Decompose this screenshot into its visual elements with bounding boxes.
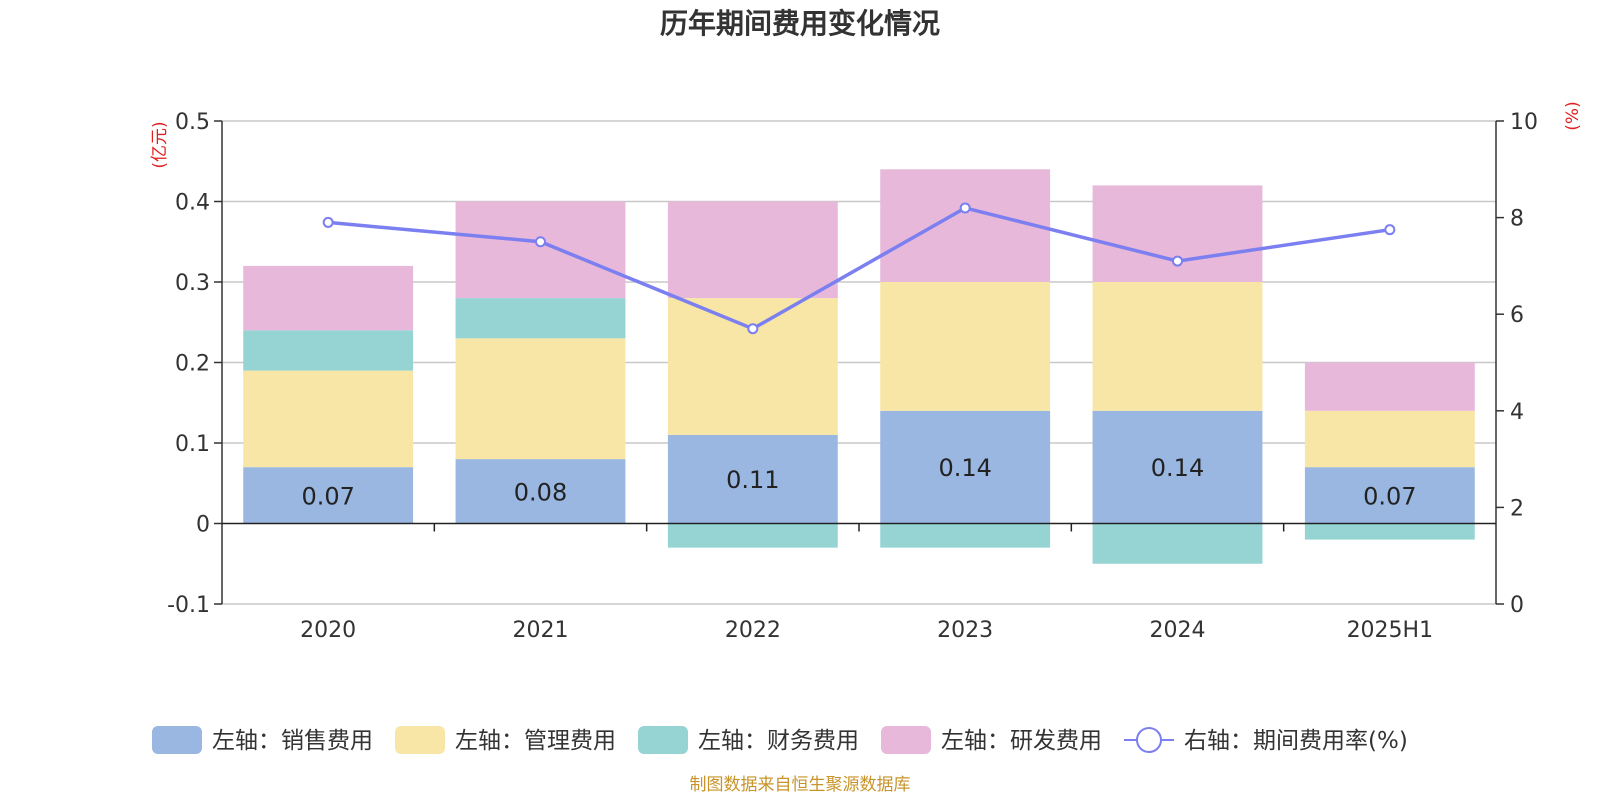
bar-segment	[455, 201, 626, 299]
bar-value-label: 0.14	[1151, 454, 1204, 482]
bar-segment	[455, 298, 626, 339]
legend-swatch	[881, 726, 931, 754]
bar-segment	[243, 330, 414, 371]
bar-segment	[1304, 467, 1475, 524]
bar-segment	[1092, 523, 1263, 564]
left-tick-label: 0.2	[175, 352, 210, 377]
x-tick-label: 2022	[725, 618, 781, 643]
bars	[243, 169, 1475, 564]
bar-segment	[243, 467, 414, 524]
bar-segment	[1092, 185, 1263, 282]
rate-line-point	[959, 202, 971, 214]
bar-value-label: 0.07	[301, 482, 354, 510]
x-tick-label: 2025H1	[1347, 618, 1434, 643]
legend-swatch	[638, 726, 688, 754]
left-tick-label: 0.1	[175, 432, 210, 457]
grid	[222, 120, 1496, 605]
chart-title: 历年期间费用变化情况	[660, 7, 940, 40]
bar-segment	[1092, 410, 1263, 524]
rate-line-point	[747, 323, 759, 335]
bar-segment	[1304, 523, 1475, 540]
bar-value-label: 0.08	[514, 478, 567, 506]
legend-swatch	[395, 726, 445, 754]
legend-label: 右轴：期间费用率(%)	[1184, 728, 1408, 754]
legend-line-marker	[1136, 727, 1162, 753]
right-axis-unit: (%)	[1563, 101, 1583, 130]
legend: 左轴：销售费用 左轴：管理费用 左轴：财务费用 左轴：研发费用 右轴：期间费用率(%)	[152, 726, 1408, 754]
x-tick-label: 2024	[1150, 618, 1206, 643]
bar-value-label: 0.07	[1363, 482, 1416, 510]
x-tick-label: 2020	[300, 618, 356, 643]
x-tick-label: 2023	[937, 618, 993, 643]
bar-segment	[243, 370, 414, 468]
rate-line-point	[1384, 224, 1396, 236]
bar-segment	[455, 459, 626, 524]
legend-label: 左轴：财务费用	[698, 728, 859, 754]
bar-value-label: 0.14	[938, 454, 991, 482]
left-tick-label: 0.3	[175, 271, 210, 296]
rate-line-point	[535, 236, 546, 248]
right-tick-label: 0	[1510, 593, 1524, 618]
bar-labels: 0.07 0.08 0.11 0.14 0.14 0.07	[301, 454, 1416, 510]
legend-swatch	[152, 726, 202, 754]
bar-segment	[667, 434, 838, 524]
right-tick-label: 6	[1510, 303, 1524, 328]
bar-segment	[455, 338, 626, 460]
legend-label: 左轴：管理费用	[455, 728, 616, 754]
bar-segment	[667, 201, 838, 299]
axes: -0.1 0 0.1 0.2 0.3 0.4 0.5 0 2 4 6 8 10 2020 2021 2022 2…	[167, 110, 1538, 643]
bar-segment	[667, 523, 838, 548]
bar-segment	[243, 265, 414, 331]
rate-line-point	[1172, 255, 1183, 267]
bar-segment	[1304, 362, 1475, 411]
bar-value-label: 0.11	[726, 466, 779, 494]
rate-line	[322, 202, 1396, 335]
rate-line-path	[328, 206, 1391, 331]
bar-segment	[880, 523, 1051, 548]
left-axis-unit: (亿元)	[150, 121, 170, 168]
rate-line-point	[322, 216, 334, 228]
legend-label: 左轴：研发费用	[941, 728, 1102, 754]
left-tick-label: -0.1	[167, 593, 210, 618]
left-tick-label: 0.5	[175, 110, 210, 135]
bar-segment	[1304, 410, 1475, 468]
bar-segment	[880, 410, 1051, 524]
right-tick-label: 4	[1510, 400, 1524, 425]
bar-segment	[880, 169, 1051, 282]
bar-segment	[667, 298, 838, 435]
legend-label: 左轴：销售费用	[212, 728, 373, 754]
right-tick-label: 8	[1510, 207, 1524, 232]
left-tick-label: 0.4	[175, 191, 210, 216]
source-note: 制图数据来自恒生聚源数据库	[690, 775, 911, 795]
x-tick-label: 2021	[513, 618, 569, 643]
right-tick-label: 10	[1510, 110, 1538, 135]
left-tick-label: 0	[196, 513, 210, 538]
bar-segment	[880, 282, 1051, 411]
right-tick-label: 2	[1510, 496, 1524, 521]
bar-segment	[1092, 282, 1263, 411]
